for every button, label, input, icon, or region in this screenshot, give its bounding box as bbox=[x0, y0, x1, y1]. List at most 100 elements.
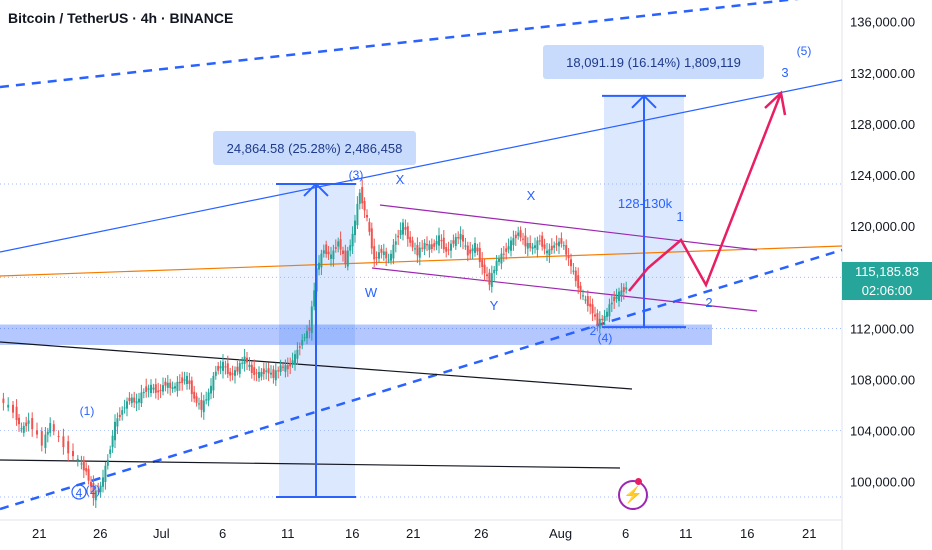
candle-body bbox=[483, 264, 486, 274]
candle-body bbox=[459, 233, 462, 240]
candle-body bbox=[123, 407, 126, 409]
y-tick-label: 104,000.00 bbox=[850, 424, 915, 439]
candle-body bbox=[286, 365, 289, 370]
candle-body bbox=[159, 389, 162, 391]
candle-body bbox=[130, 397, 133, 404]
candle-body bbox=[474, 243, 476, 253]
candle-body bbox=[560, 238, 563, 244]
candle-body bbox=[111, 435, 114, 448]
candle-body bbox=[193, 391, 196, 399]
candle-body bbox=[584, 299, 587, 301]
candle-body bbox=[452, 240, 455, 244]
candle-body bbox=[594, 314, 596, 317]
candle-body bbox=[440, 239, 443, 242]
candle-body bbox=[385, 251, 388, 259]
y-tick-label: 132,000.00 bbox=[850, 66, 915, 81]
wave-label-y: Y bbox=[490, 298, 499, 313]
candle-body bbox=[486, 274, 488, 277]
candle-body bbox=[358, 192, 361, 204]
x-tick-label: 21 bbox=[32, 526, 46, 541]
candle-body bbox=[570, 259, 572, 267]
candle-body bbox=[157, 390, 160, 393]
candle-body bbox=[488, 272, 491, 285]
candle-body bbox=[18, 417, 20, 425]
candle-body bbox=[298, 346, 301, 348]
candle-body bbox=[334, 247, 337, 249]
candle-body bbox=[380, 248, 383, 253]
candle-body bbox=[270, 372, 272, 375]
candle-body bbox=[433, 243, 436, 247]
candle-body bbox=[426, 244, 428, 246]
candle-body bbox=[296, 349, 299, 359]
candle-body bbox=[546, 250, 548, 254]
candle-body bbox=[450, 243, 452, 251]
candle-body bbox=[356, 203, 359, 226]
candle-body bbox=[102, 477, 104, 487]
candle-body bbox=[572, 270, 575, 272]
candle-body bbox=[142, 392, 145, 394]
candle-body bbox=[217, 365, 220, 371]
candle-body bbox=[99, 485, 102, 493]
candle-body bbox=[418, 247, 421, 258]
candle-body bbox=[188, 380, 191, 384]
candle-body bbox=[517, 232, 520, 236]
candle-body bbox=[195, 396, 198, 403]
candle-body bbox=[116, 418, 119, 427]
target-label: 128-130k bbox=[618, 196, 673, 211]
candle-body bbox=[190, 380, 193, 395]
candle-body bbox=[394, 241, 397, 245]
candle-body bbox=[166, 382, 169, 388]
lightning-icon[interactable]: ⚡ bbox=[618, 480, 648, 510]
candle-body bbox=[121, 410, 124, 415]
candle-body bbox=[72, 451, 74, 457]
candle-body bbox=[471, 248, 474, 252]
candle-body bbox=[80, 463, 83, 465]
candle-body bbox=[140, 392, 143, 404]
y-tick-label: 124,000.00 bbox=[850, 168, 915, 183]
y-tick-label: 128,000.00 bbox=[850, 117, 915, 132]
candle-body bbox=[428, 244, 431, 250]
x-tick-label: 6 bbox=[622, 526, 629, 541]
candle-body bbox=[219, 366, 222, 369]
candle-body bbox=[104, 465, 107, 483]
candle-body bbox=[510, 240, 512, 251]
candle-body bbox=[368, 222, 371, 232]
candle-body bbox=[454, 237, 457, 247]
candle-body bbox=[282, 366, 284, 368]
candle-body bbox=[514, 234, 517, 239]
candle-body bbox=[92, 483, 95, 499]
x-tick-label: 21 bbox=[406, 526, 420, 541]
orange-trend-line bbox=[0, 245, 843, 277]
candle-body bbox=[36, 430, 38, 435]
wave-label-5: (5) bbox=[797, 44, 812, 58]
wave-label-n1: 1 bbox=[676, 209, 683, 224]
candle-body bbox=[310, 306, 313, 333]
candle-body bbox=[106, 459, 109, 466]
wave-label-x1: X bbox=[396, 172, 405, 187]
x-tick-label: 11 bbox=[281, 526, 295, 541]
wave-label-4-circled: 4 bbox=[76, 486, 83, 500]
candle-body bbox=[243, 356, 246, 364]
candle-body bbox=[445, 247, 448, 252]
candle-body bbox=[318, 262, 320, 270]
y-tick-label: 108,000.00 bbox=[850, 372, 915, 387]
candle-body bbox=[15, 406, 18, 421]
candle-body bbox=[502, 253, 505, 255]
x-tick-label: Jul bbox=[153, 526, 170, 541]
candle-body bbox=[404, 227, 407, 230]
candle-body bbox=[553, 245, 556, 248]
candle-body bbox=[46, 431, 49, 435]
candle-body bbox=[85, 468, 88, 472]
candle-body bbox=[589, 303, 592, 307]
wave-label-w: W bbox=[365, 285, 378, 300]
candle-body bbox=[238, 363, 241, 374]
candle-body bbox=[615, 296, 618, 299]
candle-body bbox=[457, 237, 460, 239]
candle-body bbox=[435, 241, 438, 245]
candle-body bbox=[289, 363, 292, 367]
candle-body bbox=[7, 404, 10, 408]
candle-body bbox=[22, 426, 25, 433]
candle-body bbox=[613, 296, 616, 302]
x-tick-label: Aug bbox=[549, 526, 572, 541]
